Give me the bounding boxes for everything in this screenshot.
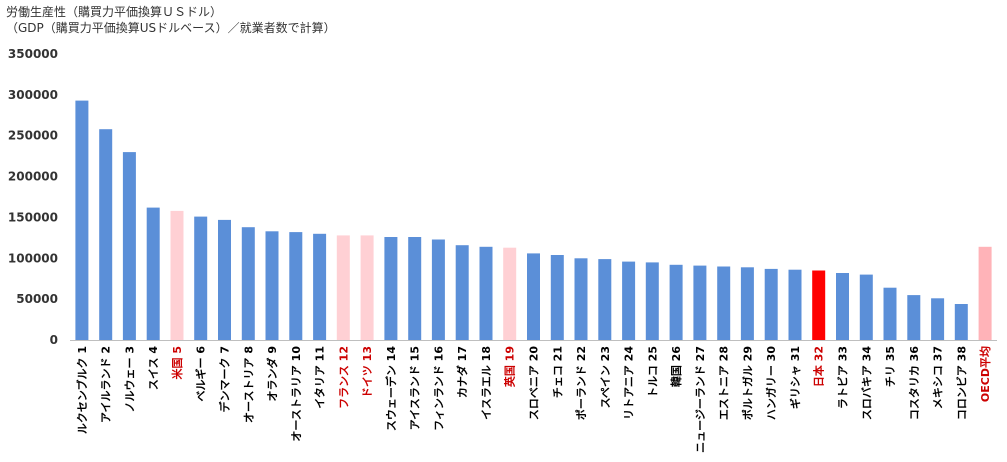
category-label: ラトビア 33	[836, 346, 850, 409]
bars-group	[75, 100, 992, 340]
category-label: アイスランド 15	[409, 346, 422, 430]
category-label: リトアニア 24	[623, 346, 636, 420]
category-label: 日本 32	[812, 346, 826, 387]
bar	[645, 262, 659, 340]
bar	[289, 232, 303, 340]
category-label: ルクセンブルク 1	[75, 346, 89, 434]
category-label: コロンビア 38	[954, 346, 968, 420]
bar	[336, 235, 350, 340]
bar	[978, 246, 992, 340]
category-label: スロベニア 20	[528, 346, 541, 420]
bar	[931, 298, 945, 340]
category-label: 韓国 26	[669, 346, 683, 387]
category-label: フランス 12	[337, 346, 350, 409]
category-label: オーストリア 8	[242, 346, 255, 423]
category-label: メキシコ 37	[932, 346, 945, 409]
category-label: 英国 19	[503, 346, 517, 388]
y-tick-label: 250000	[8, 129, 58, 143]
bar	[527, 253, 540, 340]
y-tick-label: 0	[50, 333, 58, 347]
bar	[218, 219, 231, 340]
category-label: スロバキア 34	[860, 346, 873, 420]
bar	[788, 269, 802, 340]
category-label: ポーランド 22	[574, 346, 588, 420]
bar	[313, 233, 327, 340]
bar	[99, 129, 113, 340]
category-label: エストニア 28	[718, 346, 731, 420]
bar	[574, 258, 588, 340]
category-label: ニュージーランド 27	[694, 346, 707, 453]
chart-title-block: 労働生産性（購買力平価換算ＵＳドル） （GDP（購買力平価換算USドルベース）／…	[6, 4, 336, 36]
y-axis: 0 50000 100000 150000 200000 250000 300000 3500…	[8, 47, 997, 347]
bar	[265, 231, 279, 340]
category-label: ハンガリー 30	[764, 346, 778, 420]
y-tick-label: 350000	[8, 47, 58, 61]
chart-subtitle: （GDP（購買力平価換算USドルベース）／就業者数で計算）	[6, 21, 336, 35]
category-label: オーストラリア 10	[290, 346, 303, 442]
category-label: スイス 4	[147, 346, 160, 390]
bar	[598, 259, 612, 340]
bar	[907, 295, 921, 340]
bar	[954, 304, 968, 340]
bar	[479, 246, 493, 340]
y-tick-label: 50000	[16, 292, 58, 306]
bar	[122, 152, 136, 340]
bar	[740, 267, 754, 340]
bar	[384, 237, 398, 340]
y-tick-label: 150000	[8, 210, 58, 224]
bar	[408, 237, 422, 340]
bar	[622, 261, 636, 340]
category-label: ベルギー 6	[194, 346, 208, 402]
category-label: 米国 5	[170, 346, 184, 380]
bar	[669, 264, 683, 340]
category-label: ノルウェー 3	[123, 346, 136, 412]
category-label: イスラエル 18	[480, 346, 493, 420]
bar	[717, 266, 731, 340]
category-label: スペイン 23	[599, 346, 612, 408]
category-label: チェコ 21	[551, 346, 564, 398]
category-label: ギリシャ 31	[788, 346, 802, 409]
bar	[360, 235, 374, 340]
category-label: カナダ 17	[455, 346, 469, 398]
category-label: チリ 35	[884, 346, 897, 387]
bar	[836, 273, 849, 340]
y-tick-label: 100000	[8, 251, 58, 265]
category-label: フィンランド 16	[432, 346, 445, 431]
y-tick-label: 300000	[8, 88, 58, 102]
bar	[170, 210, 184, 340]
bar	[764, 268, 778, 340]
bar	[693, 265, 707, 340]
category-label: スウェーデン 14	[384, 346, 398, 431]
category-label: トルコ 25	[646, 346, 659, 398]
bar	[75, 100, 89, 340]
category-label: ドイツ 13	[361, 346, 374, 398]
category-label: イタリア 11	[314, 346, 327, 409]
category-label: オランダ 9	[265, 346, 279, 401]
bar	[550, 255, 564, 340]
bar	[883, 287, 897, 340]
category-label: アイルランド 2	[100, 346, 113, 423]
bar	[146, 207, 160, 340]
bar	[241, 227, 255, 340]
bar	[812, 270, 826, 340]
bar	[503, 247, 517, 340]
category-label: ポルトガル 29	[740, 346, 754, 420]
bar	[455, 245, 469, 340]
y-tick-label: 200000	[8, 170, 58, 184]
bar	[431, 239, 445, 340]
chart-title: 労働生産性（購買力平価換算ＵＳドル）	[6, 5, 223, 19]
category-label: コスタリカ 36	[908, 346, 921, 420]
bar	[194, 216, 208, 340]
category-labels: ルクセンブルク 1 アイルランド 2 ノルウェー 3 スイス 4 米国 5 ベルギー 6 デ…	[75, 346, 992, 453]
category-label: OECD平均	[978, 346, 992, 402]
category-label: デンマーク 7	[218, 346, 232, 412]
bar	[859, 274, 873, 340]
